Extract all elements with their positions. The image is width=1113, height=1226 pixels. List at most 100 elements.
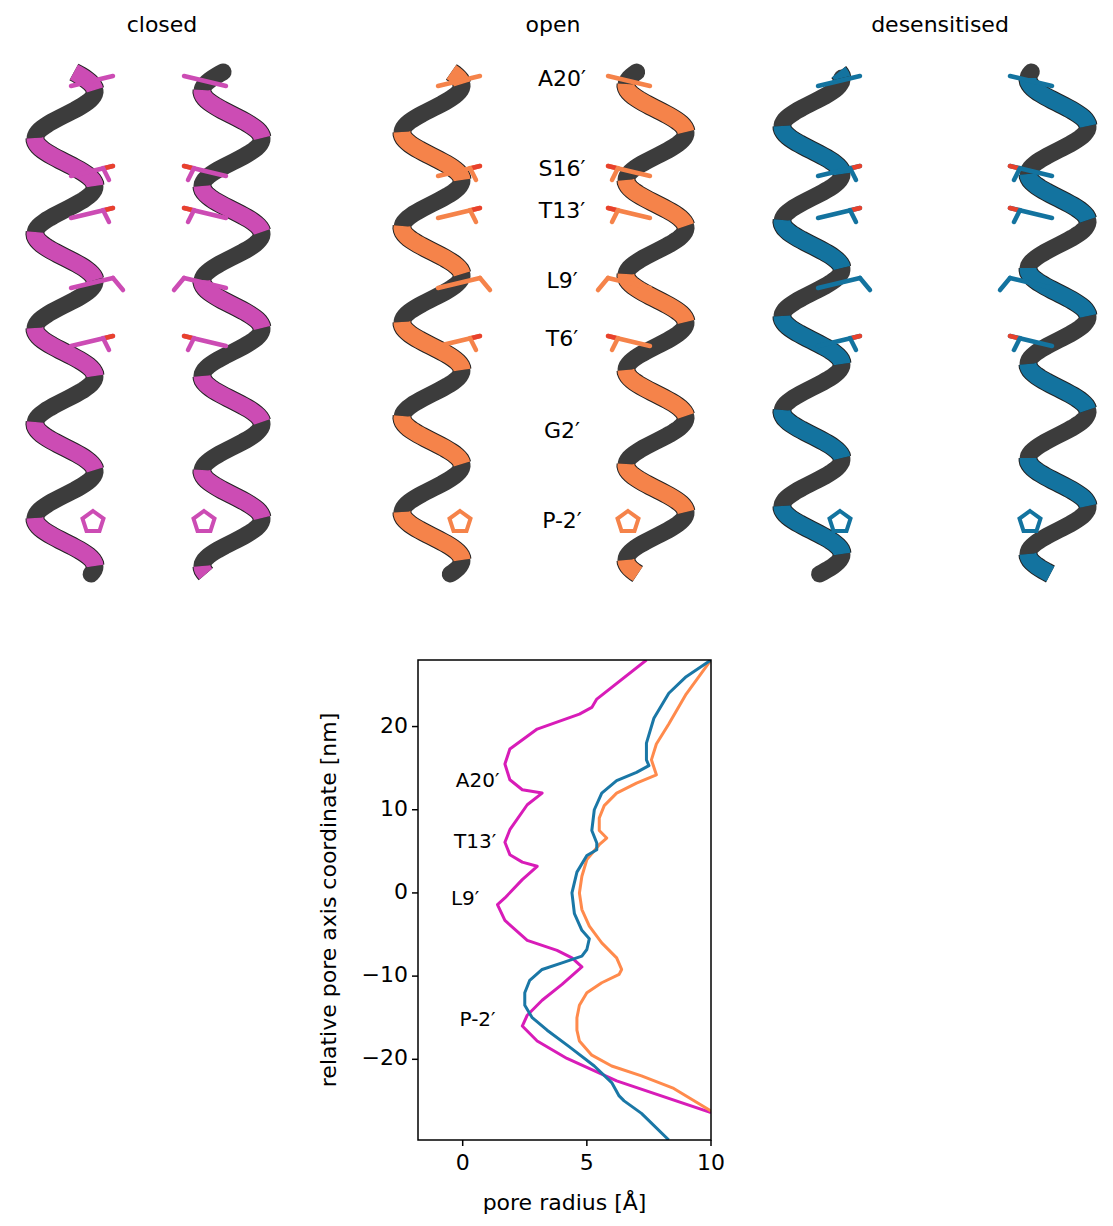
side-chain [438,278,480,288]
helix-back [202,328,262,376]
annotation: A20′ [456,768,500,792]
lines [497,660,711,1140]
side-chain-branch [850,210,856,222]
helix-back [1028,316,1088,364]
helix-back [626,226,686,274]
helix-outline [202,280,262,328]
side-chain-branch [612,168,618,180]
helix-outline [202,90,262,138]
y-tick [412,809,418,811]
proline-ring [450,511,471,531]
helix-front [202,186,262,232]
panel-title: open [526,12,581,37]
hydroxyl [852,166,860,168]
hydroxyl [1010,208,1018,210]
helix-back [35,90,95,138]
helix-back [820,554,842,574]
x-tick [586,1140,588,1146]
figure: closedopendesensitisedA20′S16′T13′L9′T6′… [0,0,1113,1226]
pore-profile [497,660,711,1113]
helix-back [35,186,95,232]
x-tick [462,1140,464,1146]
helix-back [1028,220,1088,268]
hydroxyl [1010,166,1018,168]
x-tick-label: 0 [456,1150,470,1175]
side-chain-branch [860,278,870,290]
helix-outline [626,464,686,512]
helix-front [782,316,842,364]
helix-outline [782,410,842,458]
helix-back [402,464,462,512]
helix-outline [626,370,686,416]
side-chain-branch [188,210,194,222]
pore-profile [577,660,711,1111]
helix-outline [402,512,462,560]
side-chain [608,278,650,288]
helix-back [626,512,686,560]
side-chain [818,76,860,86]
y-tick-label: −20 [362,1045,408,1070]
helix-front [626,180,686,226]
helix-front [782,220,842,268]
side-chain-branch [174,278,184,290]
helix-front [1028,554,1050,574]
side-chain-branch [470,168,476,180]
side-chain-branch [612,210,618,222]
helix-back [202,232,262,280]
hydroxyl [105,336,113,338]
helix-outline [626,274,686,322]
residue-label: P-2′ [542,508,582,533]
helix-front [402,512,462,560]
hydroxyl [852,208,860,210]
side-chain-branch [850,168,856,180]
residue-label: T13′ [538,198,585,223]
helix-back [35,280,95,328]
hydroxyl [1010,336,1018,338]
y-tick-label: 20 [380,713,408,738]
helix-front [626,370,686,416]
pore-profile [525,660,711,1140]
helix-front [1028,458,1088,506]
helix-front [202,280,262,328]
residue-label: T6′ [545,326,578,351]
side-chain [1010,278,1052,288]
side-chain-branch [470,210,476,222]
helix-outline [782,220,842,268]
side-chain-branch [1000,278,1010,290]
helix-front [839,72,842,78]
helix-front [1028,364,1088,410]
helix-back [91,566,95,574]
helix-back [626,322,686,370]
proline-ring [618,511,639,531]
residue-label: G2′ [544,418,580,443]
helix-front [782,410,842,458]
helix-outline [35,232,95,280]
side-chain-branch [103,210,109,222]
hydroxyl [472,208,480,210]
residue-label: A20′ [538,66,586,91]
y-tick-label: 10 [380,796,408,821]
helix-front [1028,78,1088,126]
helix-outline [35,422,95,470]
y-tick-label: 0 [394,879,408,904]
helix-front [202,90,262,138]
y-tick [412,892,418,894]
helix-front [1028,268,1088,316]
helix-back [402,84,462,132]
side-chain-branch [1014,338,1020,350]
helix-outline [1028,268,1088,316]
helix-front [202,470,262,518]
helix-back [782,78,842,126]
helix-front [782,126,842,174]
x-tick [710,1140,712,1146]
side-chain-branch [470,338,476,350]
helix-outline [35,138,95,186]
side-chain-branch [850,338,856,350]
side-chain-branch [103,168,109,180]
side-chain-branch [1014,168,1020,180]
helix-back [202,422,262,470]
side-chain-branch [113,278,123,290]
helix-front [402,416,462,464]
helix-back [35,376,95,422]
helix-front [202,376,262,422]
